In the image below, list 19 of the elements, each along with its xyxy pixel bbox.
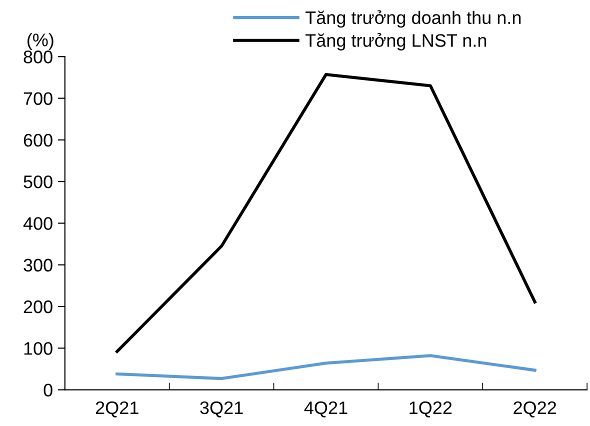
y-tick-label: 500 — [24, 175, 52, 188]
line-series — [116, 354, 536, 380]
legend-label: Tăng trưởng LNST n.n — [305, 33, 486, 50]
y-tick-label: 100 — [24, 342, 52, 355]
y-axis-title: (%) — [28, 33, 54, 50]
x-tick-label: 2Q21 — [96, 401, 138, 418]
y-tick-label: 0 — [44, 384, 52, 397]
x-tick-label: 2Q22 — [514, 401, 556, 418]
y-tick-label: 600 — [24, 134, 52, 147]
y-tick-label: 400 — [23, 217, 52, 230]
y-tick-label: 300 — [24, 258, 52, 272]
x-tick-label: 3Q21 — [200, 401, 243, 418]
x-tick-label: 1Q22 — [410, 401, 452, 418]
y-tick-label: 200 — [24, 300, 52, 314]
y-tick-label: 700 — [24, 92, 52, 105]
line-series — [116, 72, 536, 354]
legend-label: Tăng trưởng doanh thu n.n — [305, 10, 521, 28]
y-tick-label: 800 — [24, 50, 52, 64]
x-tick-label: 4Q21 — [304, 401, 348, 418]
